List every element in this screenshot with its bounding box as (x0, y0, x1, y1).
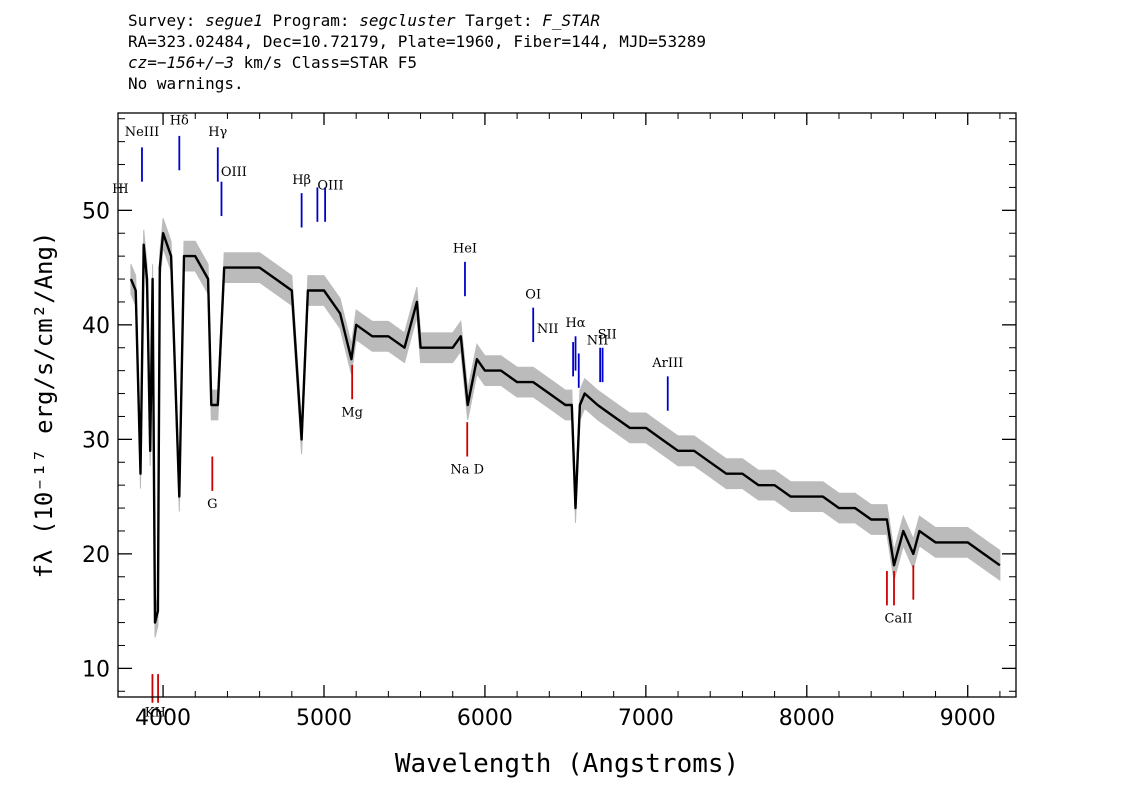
header-line-warnings: No warnings. (128, 74, 244, 93)
axis-ticks-layer: 4000 5000 6000 7000 8000 9000 10 20 30 40 50 (82, 113, 1016, 731)
spectral-line-label: NeIII (125, 125, 159, 140)
spectral-line-label: OIII (221, 165, 247, 180)
header-line-coordinates: RA=323.02484, Dec=10.72179, Plate=1960, … (128, 32, 706, 51)
spectral-line-label: KH (145, 705, 166, 720)
spectral-line-label: Na D (450, 463, 484, 478)
x-tick-label: 5000 (296, 706, 352, 731)
spectral-line-label: Hβ (292, 173, 311, 188)
cz-label: cz= (128, 53, 157, 72)
y-tick-label: 40 (82, 314, 110, 339)
x-axis-label: Wavelength (Angstroms) (395, 749, 739, 779)
spectral-line-label: NII (587, 333, 609, 348)
spectral-line-label: G (207, 497, 217, 512)
y-tick-label: 10 (82, 657, 110, 682)
y-tick-label: 50 (82, 199, 110, 224)
spectral-line-label: Mg (341, 405, 363, 420)
error-band-layer (130, 218, 1001, 638)
program-label: Program: (262, 11, 360, 30)
y-tick-label: 30 (82, 428, 110, 453)
spectral-line-label: CaII (885, 612, 913, 627)
spectral-line-label: HeI (453, 242, 477, 257)
spectrum-series-layer (129, 231, 1001, 624)
spectral-line-label: HI (112, 182, 128, 197)
spectral-line-label: Hδ (170, 113, 189, 128)
x-tick-label: 6000 (457, 706, 513, 731)
x-tick-label: 9000 (940, 706, 996, 731)
spectral-line-label: Hγ (208, 125, 227, 140)
spectral-line-label: OIII (317, 179, 343, 194)
plot-frame (117, 112, 1017, 698)
spectrum-line (129, 231, 1001, 624)
spectral-line-label: SII (598, 328, 617, 343)
header-line-redshift: cz=−156+/−3 km/s Class=STAR F5 (128, 52, 706, 73)
program-value: segcluster (359, 11, 456, 30)
y-tick-label: 20 (82, 543, 110, 568)
survey-value: segue1 (205, 11, 263, 30)
spectral-line-label: ArIII (651, 356, 683, 371)
spectral-line-label: OI (525, 288, 541, 303)
cz-value: −156+/−3 (156, 53, 234, 72)
error-band (130, 218, 1001, 638)
spectral-line-label: Hα (565, 316, 585, 331)
x-tick-label: 8000 (779, 706, 835, 731)
spectrum-header: Survey: segue1 Program: segcluster Targe… (128, 10, 706, 94)
target-value: F_STAR (542, 11, 601, 30)
spectral-line-label: NII (537, 322, 559, 337)
x-tick-label: 4000 (135, 706, 191, 731)
cz-units-class: km/s Class=STAR F5 (233, 53, 417, 72)
x-tick-label: 7000 (618, 706, 674, 731)
survey-label: Survey: (128, 11, 206, 30)
header-line-survey: Survey: segue1 Program: segcluster Targe… (128, 10, 706, 31)
target-label: Target: (455, 11, 543, 30)
y-axis-label: fλ (10⁻¹⁷ erg/s/cm²/Ang) (30, 232, 58, 579)
spectral-lines-layer (141, 135, 915, 703)
